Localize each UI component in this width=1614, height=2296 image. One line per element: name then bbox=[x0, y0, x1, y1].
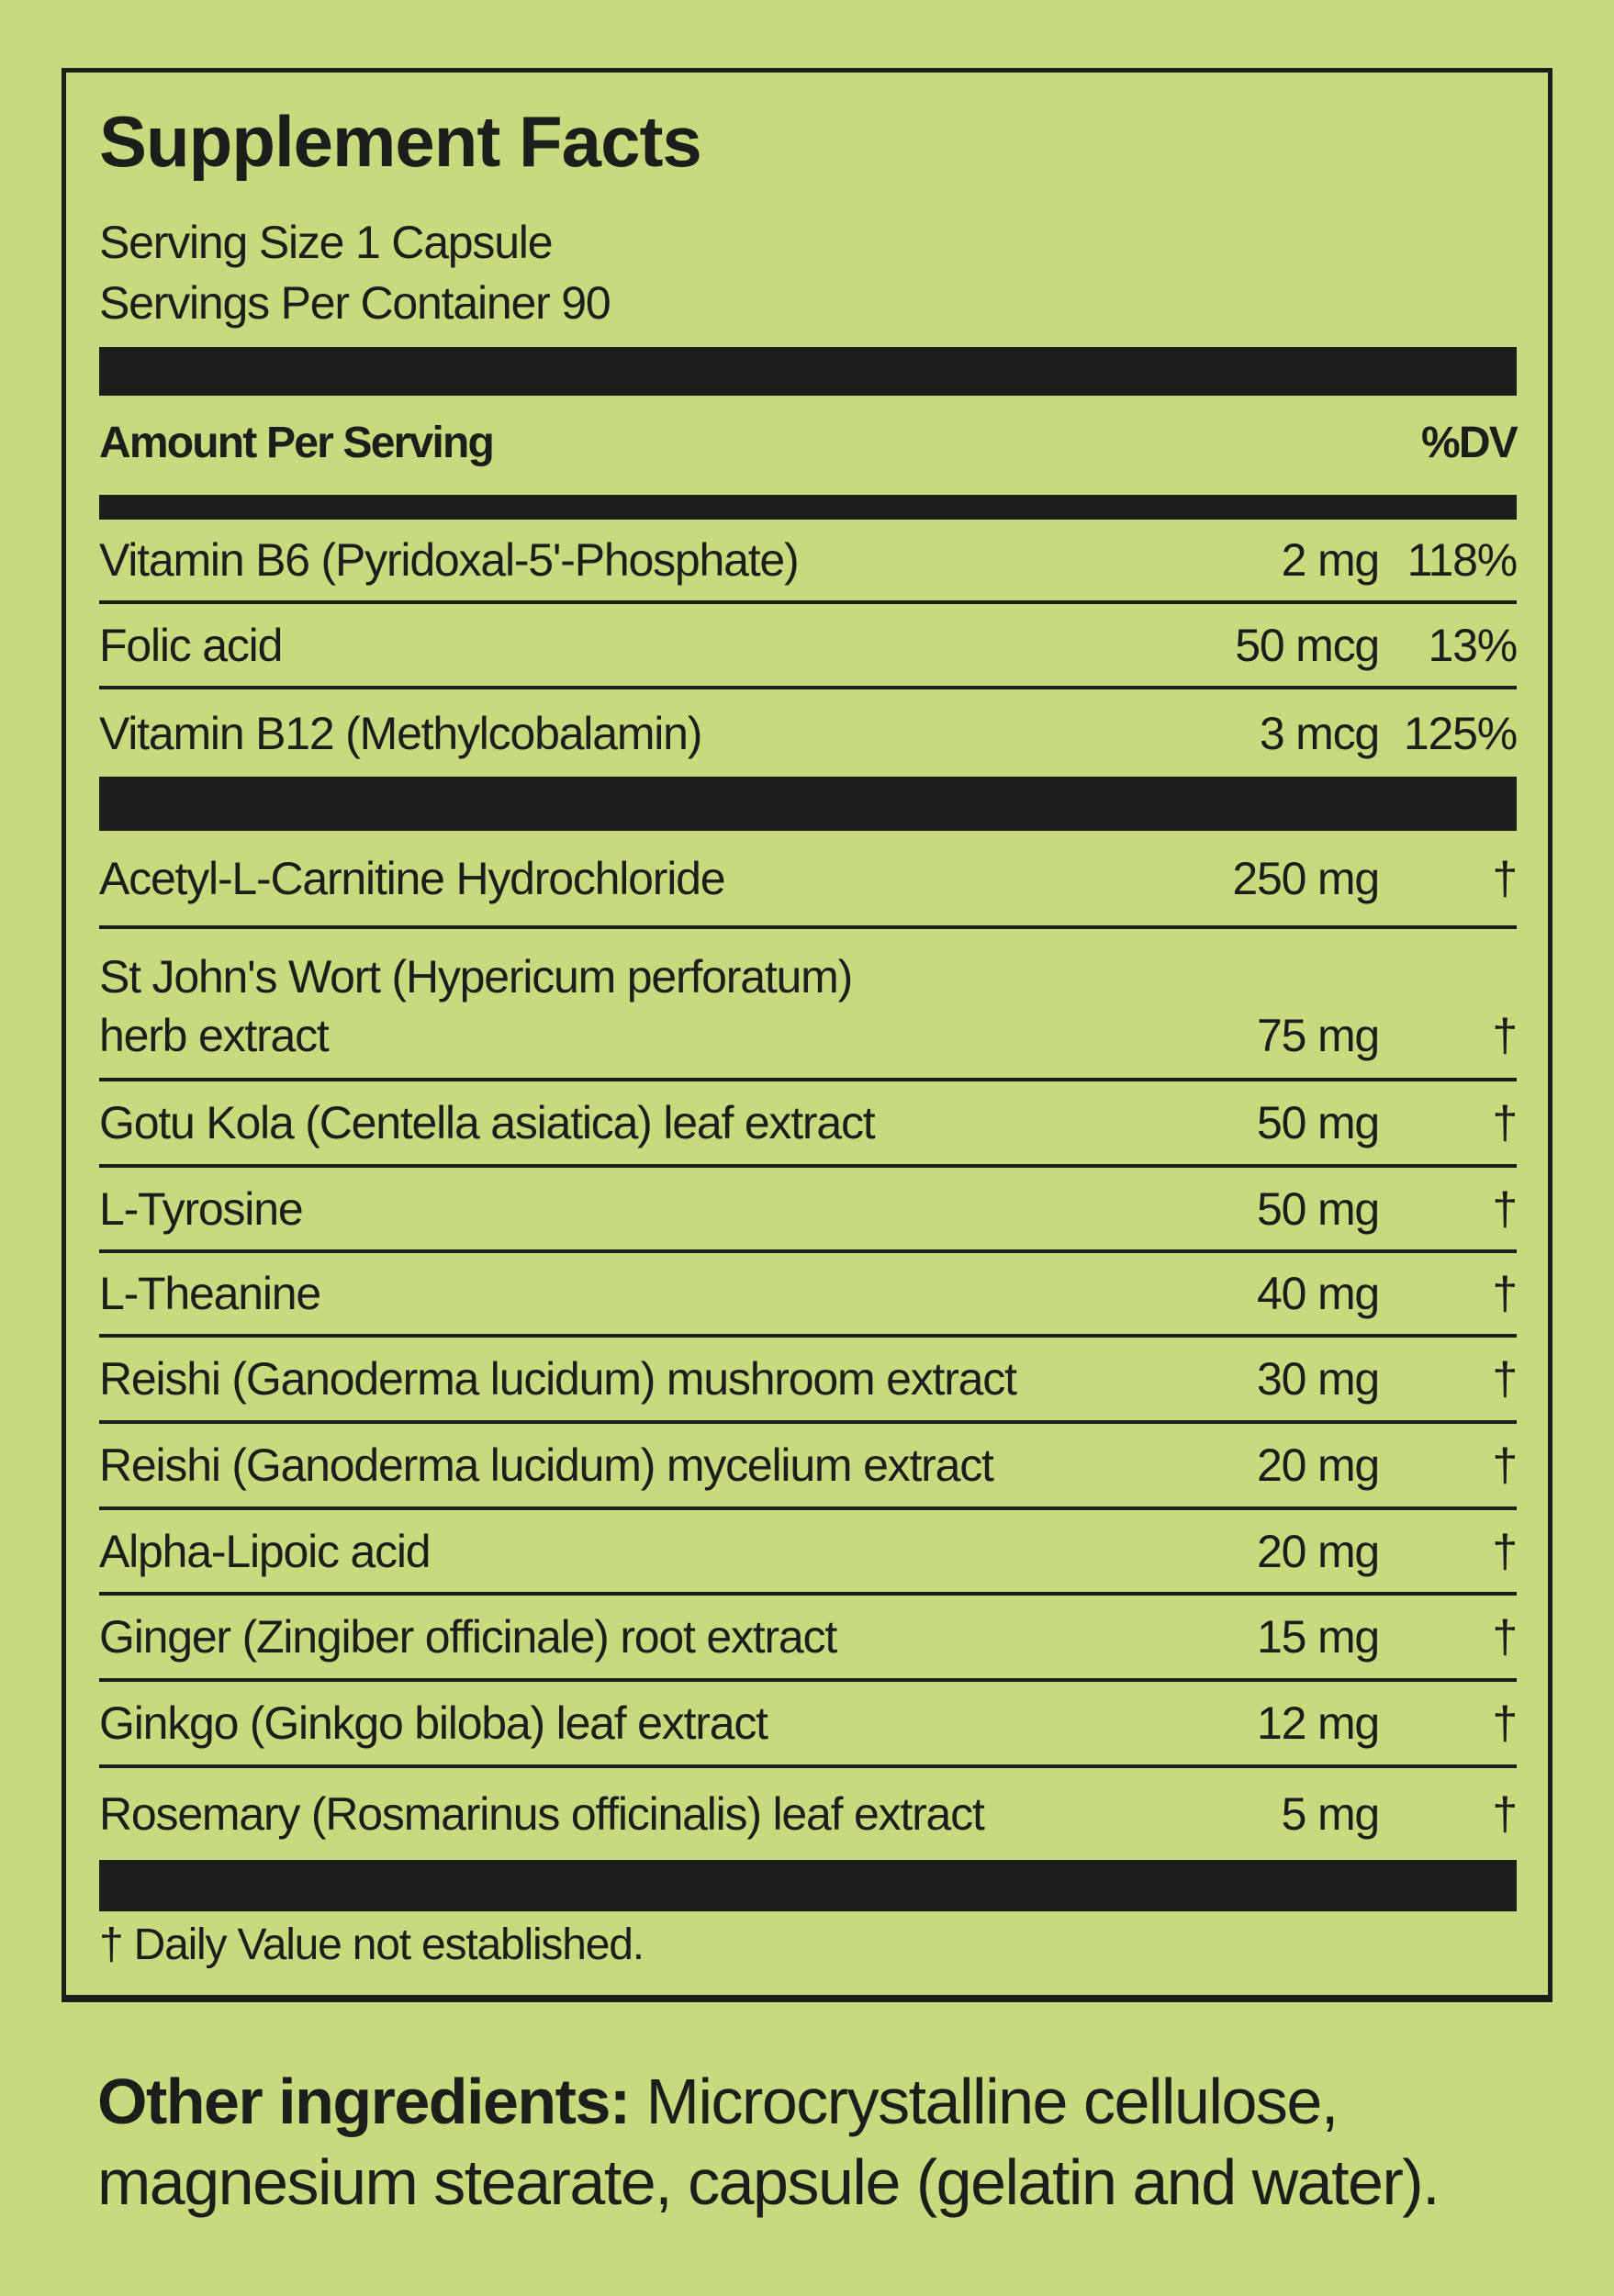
ingredient-name-line: L-Tyrosine bbox=[99, 1182, 304, 1235]
thick-divider bbox=[99, 347, 1517, 396]
ingredient-name-line: Reishi (Ganoderma lucidum) mushroom extr… bbox=[99, 1353, 1017, 1405]
nutrient-dv: 13% bbox=[1428, 619, 1519, 671]
ingredient-row: St John's Wort (Hypericum perforatum) her… bbox=[99, 929, 1518, 1081]
ingredient-amount: 20 mg bbox=[1257, 1525, 1380, 1577]
nutrient-amount: 3 mcg bbox=[1259, 707, 1380, 759]
column-header: Amount Per Serving %DV bbox=[99, 412, 1519, 473]
ingredient-list: Acetyl-L-Carnitine Hydrochloride 250 mg † S… bbox=[99, 831, 1518, 1860]
ingredient-amount: 40 mg bbox=[1257, 1268, 1380, 1319]
other-ingredients-text: Microcrystalline cellulose, magnesium st… bbox=[97, 2066, 1440, 2218]
nutrient-name: Vitamin B12 (Methylcobalamin) bbox=[99, 707, 702, 759]
ingredient-name-line: Ginkgo (Ginkgo biloba) leaf extract bbox=[99, 1697, 768, 1749]
ingredient-amount: 75 mg bbox=[1257, 1010, 1380, 1061]
ingredient-name-line: L-Theanine bbox=[99, 1268, 321, 1319]
nutrient-name: Folic acid bbox=[99, 619, 283, 671]
ingredient-name: Alpha-Lipoic acid bbox=[99, 1525, 1104, 1578]
nutrient-dv: 125% bbox=[1403, 707, 1518, 759]
thick-divider bbox=[99, 1860, 1517, 1911]
ingredient-name: Ginkgo (Ginkgo biloba) leaf extract bbox=[99, 1697, 1104, 1750]
ingredient-name-line: Alpha-Lipoic acid bbox=[99, 1525, 432, 1577]
ingredient-row: Ginger (Zingiber officinale) root extrac… bbox=[99, 1596, 1518, 1682]
ingredient-dv-dagger: † bbox=[1492, 1697, 1518, 1749]
dv-label: %DV bbox=[1421, 418, 1519, 467]
ingredient-name: Gotu Kola (Centella asiatica) leaf extra… bbox=[99, 1096, 1104, 1149]
ingredient-dv-dagger: † bbox=[1492, 1525, 1518, 1577]
ingredient-dv-dagger: † bbox=[1492, 1010, 1518, 1061]
ingredient-name: L-Theanine bbox=[99, 1267, 1104, 1320]
ingredient-amount: 250 mg bbox=[1232, 852, 1380, 904]
medium-divider bbox=[99, 495, 1517, 520]
ingredient-row: Rosemary (Rosmarinus officinalis) leaf e… bbox=[99, 1768, 1518, 1860]
ingredient-name: Reishi (Ganoderma lucidum) mushroom extr… bbox=[99, 1352, 1104, 1406]
ingredient-amount: 12 mg bbox=[1257, 1697, 1380, 1749]
ingredient-name: St John's Wort (Hypericum perforatum) her… bbox=[99, 947, 1104, 1065]
serving-size: Serving Size 1 Capsule bbox=[99, 217, 554, 268]
panel-title: Supplement Facts bbox=[99, 101, 702, 182]
ingredient-name-line: Gotu Kola (Centella asiatica) leaf extra… bbox=[99, 1097, 876, 1148]
supplement-facts-panel: Supplement Facts Serving Size 1 Capsule … bbox=[62, 68, 1552, 2002]
ingredient-dv-dagger: † bbox=[1492, 1182, 1518, 1235]
vitamin-list: Vitamin B6 (Pyridoxal-5'-Phosphate) 2 mg… bbox=[99, 520, 1519, 777]
nutrient-row: Vitamin B12 (Methylcobalamin) 3 mcg 125% bbox=[99, 689, 1518, 777]
ingredient-name: L-Tyrosine bbox=[99, 1182, 1104, 1236]
ingredient-amount: 20 mg bbox=[1257, 1439, 1380, 1491]
ingredient-row: Reishi (Ganoderma lucidum) mushroom extr… bbox=[99, 1338, 1518, 1424]
ingredient-dv-dagger: † bbox=[1492, 1439, 1518, 1491]
ingredient-row: Gotu Kola (Centella asiatica) leaf extra… bbox=[99, 1081, 1518, 1168]
other-ingredients: Other ingredients: Microcrystalline cell… bbox=[97, 2061, 1566, 2223]
ingredient-dv-dagger: † bbox=[1492, 1353, 1518, 1405]
nutrient-dv: 118% bbox=[1407, 534, 1519, 586]
ingredient-dv-dagger: † bbox=[1492, 1788, 1518, 1840]
ingredient-amount: 50 mg bbox=[1257, 1097, 1380, 1148]
footnote: † Daily Value not established. bbox=[99, 1921, 644, 1969]
ingredient-row: Acetyl-L-Carnitine Hydrochloride 250 mg † bbox=[99, 831, 1518, 929]
nutrient-amount: 50 mcg bbox=[1235, 619, 1380, 671]
nutrient-amount: 2 mg bbox=[1281, 534, 1381, 586]
ingredient-dv-dagger: † bbox=[1492, 1097, 1518, 1148]
ingredient-name: Ginger (Zingiber officinale) root extrac… bbox=[99, 1610, 1104, 1663]
ingredient-row: Alpha-Lipoic acid 20 mg † bbox=[99, 1510, 1518, 1596]
ingredient-dv-dagger: † bbox=[1492, 1611, 1518, 1663]
ingredient-row: Reishi (Ganoderma lucidum) mycelium extr… bbox=[99, 1424, 1518, 1510]
ingredient-row: L-Tyrosine 50 mg † bbox=[99, 1168, 1518, 1253]
servings-per-container: Servings Per Container 90 bbox=[99, 277, 611, 329]
ingredient-row: Ginkgo (Ginkgo biloba) leaf extract 12 mg… bbox=[99, 1682, 1518, 1768]
amount-per-serving-label: Amount Per Serving bbox=[99, 418, 495, 467]
ingredient-row: L-Theanine 40 mg † bbox=[99, 1253, 1518, 1338]
ingredient-amount: 15 mg bbox=[1257, 1611, 1380, 1663]
ingredient-name-line: Acetyl-L-Carnitine Hydrochloride bbox=[99, 852, 726, 904]
nutrient-row: Vitamin B6 (Pyridoxal-5'-Phosphate) 2 mg… bbox=[99, 520, 1519, 604]
ingredient-name-line: St John's Wort (Hypericum perforatum) bbox=[99, 951, 853, 1002]
nutrient-name: Vitamin B6 (Pyridoxal-5'-Phosphate) bbox=[99, 534, 800, 586]
nutrient-row: Folic acid 50 mcg 13% bbox=[99, 604, 1519, 689]
ingredient-name-line: Reishi (Ganoderma lucidum) mycelium extr… bbox=[99, 1439, 994, 1491]
ingredient-dv-dagger: † bbox=[1492, 1268, 1518, 1319]
ingredient-name-line: Ginger (Zingiber officinale) root extrac… bbox=[99, 1611, 837, 1663]
ingredient-name: Rosemary (Rosmarinus officinalis) leaf e… bbox=[99, 1787, 1104, 1841]
ingredient-amount: 5 mg bbox=[1281, 1788, 1381, 1840]
ingredient-amount: 50 mg bbox=[1257, 1182, 1380, 1235]
thick-divider bbox=[99, 777, 1517, 831]
ingredient-name-line: Rosemary (Rosmarinus officinalis) leaf e… bbox=[99, 1788, 985, 1840]
other-ingredients-label: Other ingredients: bbox=[97, 2066, 631, 2137]
ingredient-name: Acetyl-L-Carnitine Hydrochloride bbox=[99, 852, 1104, 905]
serving-info: Serving Size 1 Capsule Servings Per Cont… bbox=[99, 212, 611, 333]
ingredient-name: Reishi (Ganoderma lucidum) mycelium extr… bbox=[99, 1439, 1104, 1492]
ingredient-name-line: herb extract bbox=[99, 1010, 330, 1061]
ingredient-amount: 30 mg bbox=[1257, 1353, 1380, 1405]
ingredient-dv-dagger: † bbox=[1492, 852, 1518, 904]
